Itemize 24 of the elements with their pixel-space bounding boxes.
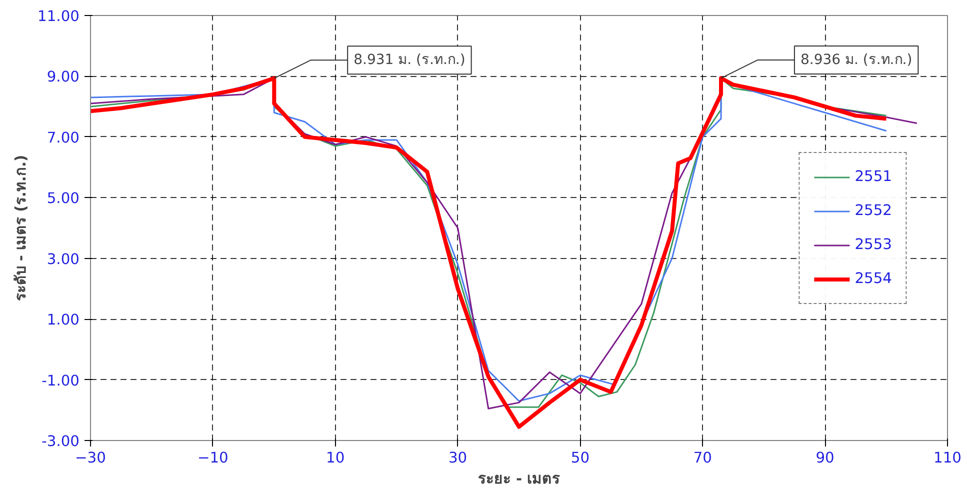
legend-label: 2554 [854, 270, 892, 287]
annotation: 8.936 ม. (ร.ท.ก.) [800, 52, 912, 68]
y-tick-label: -1.00 [42, 372, 80, 390]
x-tick-label: 10 [326, 450, 345, 466]
x-axis-title: ระยะ - เมตร [478, 470, 560, 488]
legend-label: 2553 [854, 236, 892, 253]
y-tick-label: 7.00 [46, 129, 80, 146]
y-tick-label: 5.00 [46, 190, 80, 208]
x-tick-label: 90 [816, 450, 834, 466]
y-tick-label: -3.00 [42, 433, 80, 450]
legend-label: 2551 [854, 168, 892, 185]
x-tick-label: −30 [75, 450, 106, 466]
y-tick-label: 3.00 [46, 250, 80, 268]
x-tick-label: −10 [197, 450, 228, 466]
y-tick-label: 11.00 [38, 8, 80, 25]
x-tick-label: 30 [448, 450, 468, 466]
y-tick-label: 9.00 [46, 68, 80, 86]
x-tick-label: 70 [693, 450, 712, 466]
legend-label: 2552 [854, 202, 892, 219]
x-tick-label: 110 [934, 450, 962, 466]
y-axis-title: ระดับ - เมตร (ร.ท.ก.) [12, 154, 30, 302]
annotation: 8.931 ม. (ร.ท.ก.) [354, 52, 466, 68]
x-tick-label: 50 [570, 450, 590, 466]
y-tick-label: 1.00 [46, 312, 80, 329]
